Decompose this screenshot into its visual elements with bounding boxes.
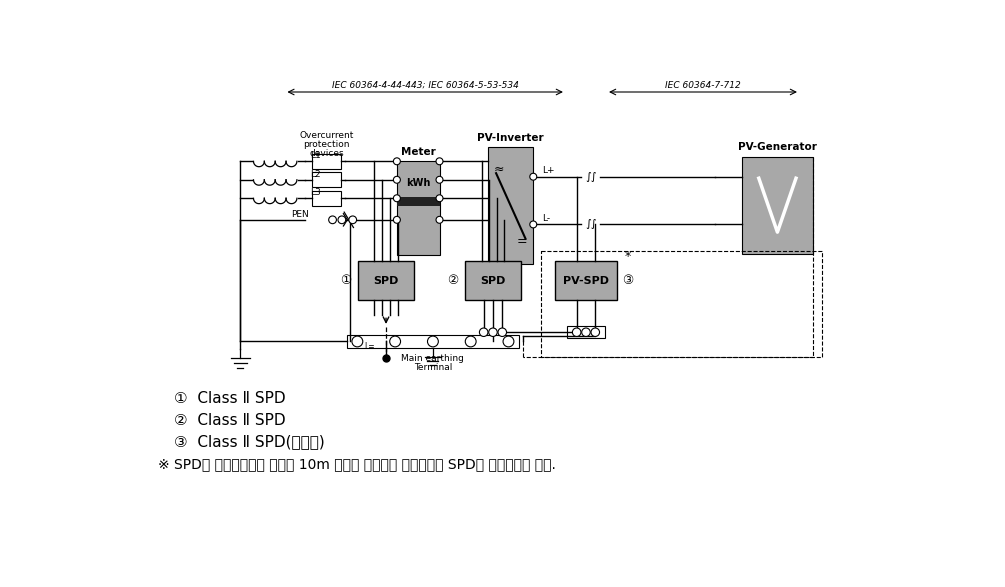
- Text: ③: ③: [622, 274, 633, 287]
- Circle shape: [530, 173, 537, 180]
- Circle shape: [504, 336, 514, 347]
- Text: =: =: [518, 235, 528, 248]
- Bar: [397, 161, 439, 255]
- Text: L1: L1: [311, 151, 321, 160]
- Bar: [541, 251, 822, 357]
- Circle shape: [427, 336, 438, 347]
- Text: ③  Class Ⅱ SPD(직류용): ③ Class Ⅱ SPD(직류용): [174, 434, 325, 449]
- Circle shape: [338, 216, 346, 224]
- Circle shape: [393, 195, 400, 202]
- Circle shape: [436, 195, 443, 202]
- Circle shape: [436, 176, 443, 183]
- Text: Terminal: Terminal: [414, 363, 452, 372]
- Circle shape: [393, 217, 400, 223]
- Text: PEN: PEN: [290, 210, 309, 219]
- Bar: [312, 172, 341, 187]
- Text: Meter: Meter: [401, 147, 435, 157]
- Text: L2: L2: [311, 170, 321, 179]
- Text: Overcurrent: Overcurrent: [299, 131, 354, 140]
- Text: L=: L=: [365, 342, 375, 350]
- Text: ①: ①: [340, 274, 352, 287]
- Bar: [488, 147, 534, 265]
- Bar: [358, 261, 414, 300]
- Text: protection: protection: [304, 140, 350, 149]
- Text: ∫∫: ∫∫: [585, 172, 596, 182]
- Circle shape: [479, 328, 488, 336]
- Text: ∫∫: ∫∫: [585, 220, 596, 230]
- Text: SPD: SPD: [373, 276, 399, 286]
- Bar: [568, 326, 605, 338]
- Text: ≈: ≈: [493, 163, 505, 176]
- Text: L-: L-: [543, 214, 551, 223]
- Bar: [555, 261, 617, 300]
- Text: Main earthing: Main earthing: [401, 354, 464, 363]
- Circle shape: [530, 221, 537, 228]
- Text: ②: ②: [447, 274, 458, 287]
- Circle shape: [436, 217, 443, 223]
- Circle shape: [582, 328, 590, 336]
- Text: L+: L+: [543, 166, 555, 175]
- Text: L3: L3: [311, 188, 321, 197]
- Circle shape: [436, 158, 443, 165]
- Bar: [742, 157, 813, 254]
- Text: ②  Class Ⅱ SPD: ② Class Ⅱ SPD: [174, 413, 285, 427]
- Bar: [312, 154, 341, 169]
- Bar: [347, 335, 520, 348]
- Text: ①  Class Ⅱ SPD: ① Class Ⅱ SPD: [174, 391, 285, 406]
- Text: IEC 60364-4-44-443; IEC 60364-5-53-534: IEC 60364-4-44-443; IEC 60364-5-53-534: [332, 80, 519, 90]
- Text: *: *: [625, 250, 631, 264]
- Text: ※ SPD와 태양전지와의 거리가 10m 이상일 경우에는 추가적으로 SPD를 설치하여야 한다.: ※ SPD와 태양전지와의 거리가 10m 이상일 경우에는 추가적으로 SPD…: [158, 458, 556, 472]
- Text: PV-Inverter: PV-Inverter: [477, 133, 544, 143]
- Circle shape: [352, 336, 363, 347]
- Circle shape: [498, 328, 507, 336]
- Text: SPD: SPD: [480, 276, 506, 286]
- Circle shape: [488, 328, 497, 336]
- Bar: [312, 191, 341, 206]
- Circle shape: [349, 216, 357, 224]
- Circle shape: [393, 176, 400, 183]
- Text: PV-SPD: PV-SPD: [563, 276, 609, 286]
- Bar: [465, 261, 521, 300]
- Bar: [397, 197, 439, 206]
- Text: IEC 60364-7-712: IEC 60364-7-712: [665, 80, 741, 90]
- Circle shape: [591, 328, 600, 336]
- Circle shape: [390, 336, 401, 347]
- Circle shape: [465, 336, 476, 347]
- Circle shape: [393, 158, 400, 165]
- Text: kWh: kWh: [406, 178, 430, 188]
- Text: devices: devices: [310, 149, 344, 158]
- Circle shape: [329, 216, 337, 224]
- Text: PV-Generator: PV-Generator: [738, 143, 817, 153]
- Circle shape: [573, 328, 581, 336]
